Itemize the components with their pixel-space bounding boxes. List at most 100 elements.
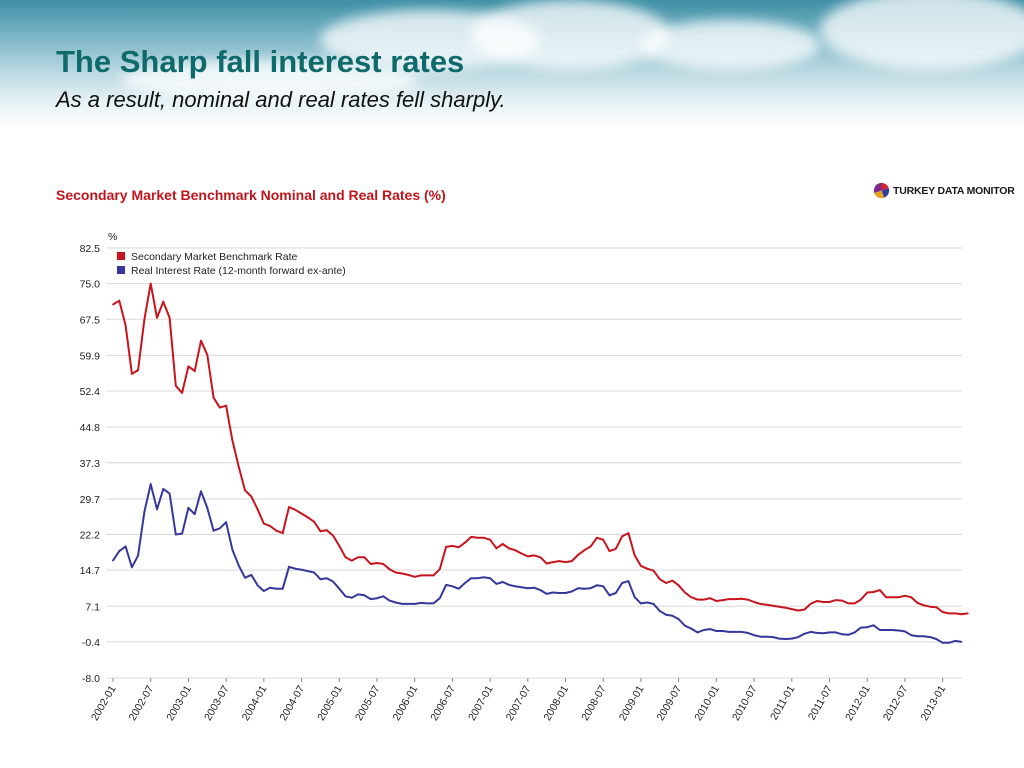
data-point xyxy=(143,318,146,321)
data-point xyxy=(476,536,479,539)
data-point xyxy=(482,536,485,539)
x-tick-label: 2008-07 xyxy=(579,683,609,723)
data-point xyxy=(319,530,322,533)
data-point xyxy=(187,507,190,509)
data-point xyxy=(891,629,894,631)
data-point xyxy=(231,439,234,442)
data-point xyxy=(797,609,799,612)
data-point xyxy=(734,598,737,600)
data-point xyxy=(432,574,435,577)
y-tick-label: -8.0 xyxy=(82,673,100,685)
data-point xyxy=(501,581,504,583)
sky-banner xyxy=(0,0,1024,130)
data-point xyxy=(640,565,642,567)
data-point xyxy=(495,547,498,550)
data-point xyxy=(156,316,158,319)
legend-label: Secondary Market Benchmark Rate xyxy=(131,251,297,263)
data-point xyxy=(759,603,762,605)
data-point xyxy=(841,599,843,602)
data-point xyxy=(772,636,774,638)
data-point xyxy=(225,404,228,407)
data-point xyxy=(658,610,661,612)
data-point xyxy=(325,529,328,532)
data-point xyxy=(250,495,253,498)
data-point xyxy=(816,600,818,602)
data-point xyxy=(552,591,554,594)
x-tick-label: 2003-07 xyxy=(202,683,232,723)
data-point xyxy=(583,587,586,590)
data-point xyxy=(690,627,693,630)
data-point xyxy=(131,566,133,569)
data-point xyxy=(577,554,579,556)
data-point xyxy=(822,632,825,635)
data-point xyxy=(790,637,793,640)
x-tick-label: 2005-01 xyxy=(315,683,345,723)
x-tick-label: 2004-01 xyxy=(240,683,270,723)
data-point xyxy=(885,629,887,631)
data-point xyxy=(627,580,630,582)
data-point xyxy=(671,614,674,617)
data-point xyxy=(137,554,140,557)
x-tick-label: 2008-01 xyxy=(541,683,571,723)
data-point xyxy=(149,483,152,485)
data-point xyxy=(413,575,416,578)
x-tick-label: 2005-07 xyxy=(353,683,383,723)
data-point xyxy=(696,598,699,601)
data-point xyxy=(124,324,127,327)
data-point xyxy=(797,636,799,638)
data-point xyxy=(954,640,957,642)
data-point xyxy=(237,465,240,468)
data-point xyxy=(539,589,542,591)
slide-title: The Sharp fall interest rates xyxy=(56,44,465,79)
data-point xyxy=(778,605,781,608)
data-point xyxy=(935,606,938,609)
x-tick-label: 2009-07 xyxy=(655,683,685,723)
data-point xyxy=(489,538,491,541)
data-point xyxy=(696,631,699,634)
data-point xyxy=(860,598,862,601)
data-point xyxy=(338,587,341,590)
data-point xyxy=(809,631,812,633)
data-point xyxy=(709,597,711,600)
data-point xyxy=(508,584,510,586)
data-point xyxy=(407,574,410,576)
cloud-shape xyxy=(820,0,1024,70)
data-point xyxy=(508,547,510,550)
data-point xyxy=(501,543,504,545)
data-point xyxy=(438,568,441,571)
x-tick-label: 2007-07 xyxy=(504,683,534,723)
data-point xyxy=(570,560,573,562)
data-point xyxy=(803,632,806,635)
data-point xyxy=(212,396,215,399)
data-point xyxy=(401,603,403,605)
slide-subtitle: As a result, nominal and real rates fell… xyxy=(56,87,506,112)
data-point xyxy=(633,554,636,557)
data-point xyxy=(853,602,856,605)
data-point xyxy=(300,512,303,515)
data-point xyxy=(470,577,473,580)
data-point xyxy=(193,370,196,372)
data-point xyxy=(118,299,121,302)
data-point xyxy=(847,633,850,636)
data-point xyxy=(168,316,171,319)
series-layer xyxy=(112,282,969,644)
data-point xyxy=(602,585,605,588)
data-point xyxy=(181,532,184,535)
data-point xyxy=(885,596,887,599)
x-tick-label: 2011-07 xyxy=(806,683,835,722)
data-point xyxy=(394,571,397,574)
data-point xyxy=(457,546,460,549)
data-point xyxy=(602,538,605,541)
data-point xyxy=(891,596,894,599)
data-point xyxy=(866,626,869,629)
data-point xyxy=(244,489,246,492)
data-point xyxy=(269,586,271,589)
y-tick-label: 67.5 xyxy=(80,314,101,326)
x-tick-label: 2002-07 xyxy=(127,683,157,723)
data-point xyxy=(369,563,372,565)
legend-swatch xyxy=(117,266,125,274)
data-point xyxy=(853,631,856,634)
data-point xyxy=(489,577,491,580)
data-point xyxy=(614,592,617,594)
data-point xyxy=(124,545,127,548)
